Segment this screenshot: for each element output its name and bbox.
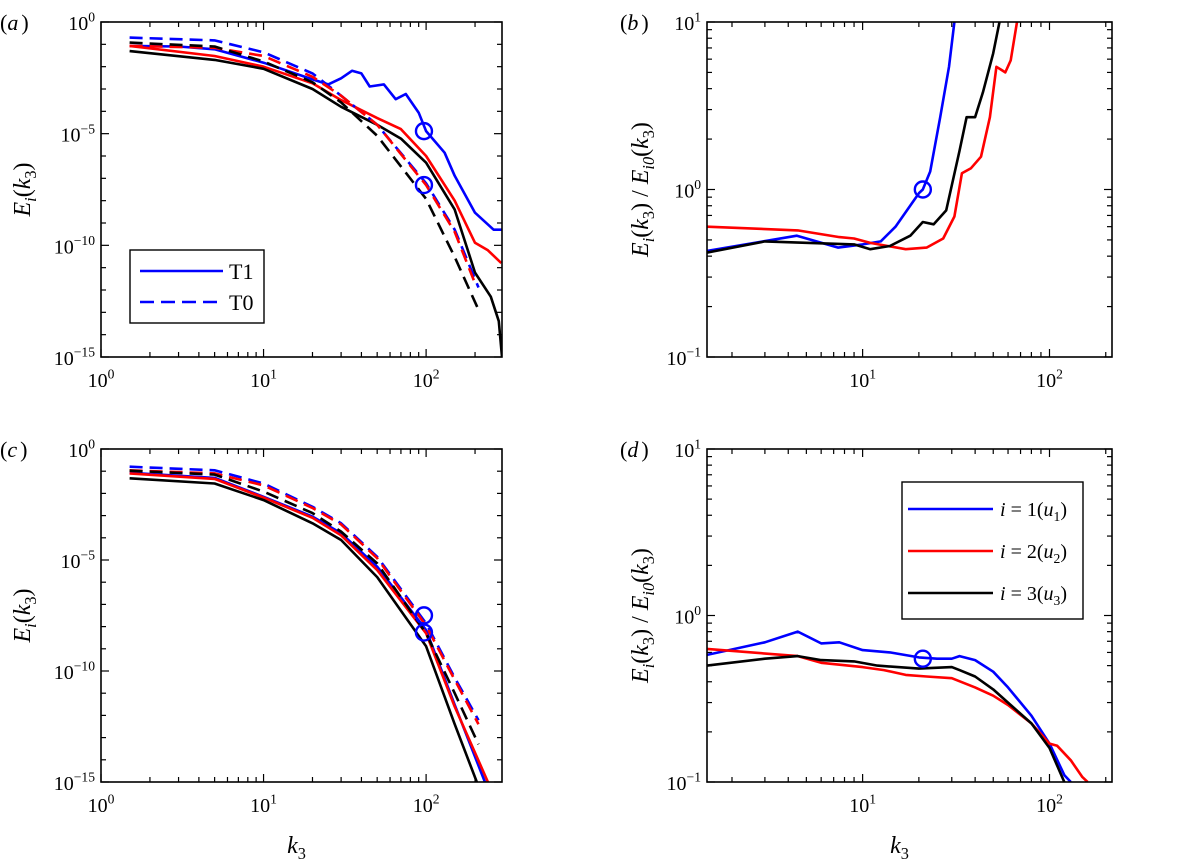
series-u3 xyxy=(707,22,1001,254)
series-u2 xyxy=(707,22,1019,251)
legend-label: i = 2(u2​) xyxy=(1000,541,1067,566)
x-tick-label: 100​ xyxy=(88,367,115,392)
y-tick-label: 100​ xyxy=(68,10,95,35)
series-u1-t1 xyxy=(129,471,487,782)
series-u1-t1 xyxy=(129,44,502,231)
y-tick-label: 10−5​ xyxy=(61,121,96,146)
series-u2-t0 xyxy=(129,469,480,725)
axes-frame xyxy=(706,21,1113,358)
series-u3-t1 xyxy=(129,477,479,782)
y-tick-label: 10−15​ xyxy=(54,770,95,795)
series-u3 xyxy=(707,654,1066,782)
series-u2-t0 xyxy=(129,44,477,284)
series-u1 xyxy=(707,22,956,253)
x-tick-label: 101​ xyxy=(849,367,876,392)
panel-label: (c) xyxy=(0,437,27,462)
x-tick-label: 102​ xyxy=(1036,367,1063,392)
x-tick-label: 100​ xyxy=(88,792,115,817)
series-group xyxy=(129,36,502,357)
series-group xyxy=(707,22,1019,254)
circle-marker xyxy=(414,623,434,642)
panel-c: 100​ 101​ 102​ 10−15​ 10−10​ 10−5​ 100​ (c) Ei​(… xyxy=(0,437,503,859)
legend-label: i = 1(u1​) xyxy=(1000,499,1067,524)
legend-label: T1 xyxy=(229,259,253,284)
panel-a: 100​ 101​ 102​ 10−15​ 10−10​ 10−5​ 100​ (a) Ei​(… xyxy=(0,10,503,392)
series-u2-t1 xyxy=(129,472,490,782)
y-tick-label: 100​ xyxy=(674,177,701,202)
legend-label: i = 3(u3​) xyxy=(1000,583,1067,608)
circle-marker xyxy=(414,121,434,141)
x-tick-label: 101​ xyxy=(250,367,277,392)
series-group xyxy=(129,465,490,782)
axes-frame xyxy=(706,448,1113,783)
x-axis-label: k3​ xyxy=(287,833,306,859)
series-u3-t0 xyxy=(129,41,480,311)
y-axis-label: Ei​(k3​) / Ei0​(k3​) xyxy=(628,548,658,684)
series-u2-t1 xyxy=(129,44,502,265)
y-tick-label: 101​ xyxy=(674,437,701,462)
axis-ticks xyxy=(707,21,1112,358)
x-tick-label: 101​ xyxy=(250,792,277,817)
y-axis-label: Ei​(k3​) xyxy=(10,162,40,217)
panel-label: (d) xyxy=(620,437,649,462)
panel-label: (b) xyxy=(620,10,649,35)
y-axis-label: Ei​(k3​) / Ei0​(k3​) xyxy=(628,122,658,258)
panel-label: (a) xyxy=(0,10,29,35)
x-tick-label: 102​ xyxy=(413,367,440,392)
series-group xyxy=(707,630,1089,782)
y-tick-label: 100​ xyxy=(674,603,701,628)
series-u2 xyxy=(707,647,1089,782)
x-tick-label: 102​ xyxy=(413,792,440,817)
y-axis-label: Ei​(k3​) xyxy=(10,588,40,643)
axis-ticks xyxy=(100,21,502,358)
panel-b: 101​ 102​ 10−1​ 100​ 101​ (b) Ei​(k3​) / Ei0​(… xyxy=(620,10,1113,392)
circle-marker xyxy=(913,180,933,199)
legend-label: T0 xyxy=(229,290,253,315)
legend: i = 1(u1​) i = 2(u2​) i = 3(u3​) xyxy=(901,481,1084,620)
y-tick-label: 10−1​ xyxy=(667,345,701,370)
y-tick-label: 10−5​ xyxy=(61,548,96,573)
circle-marker xyxy=(913,649,933,668)
axes-frame xyxy=(100,448,503,783)
y-tick-label: 10−10​ xyxy=(54,233,95,258)
axis-ticks xyxy=(100,448,502,783)
series-u3-t0 xyxy=(129,469,480,745)
x-tick-label: 101​ xyxy=(849,792,876,817)
panel-d: 101​ 102​ 10−1​ 100​ 101​ (d) Ei​(k3​) / Ei0​(… xyxy=(620,437,1113,859)
axes-frame xyxy=(100,21,503,358)
circle-marker xyxy=(414,175,434,195)
x-tick-label: 102​ xyxy=(1036,792,1063,817)
y-tick-label: 100​ xyxy=(68,437,95,462)
series-u3-t1 xyxy=(129,49,502,357)
x-axis-label: k3​ xyxy=(890,833,909,859)
y-tick-label: 101​ xyxy=(674,10,701,35)
y-tick-label: 10−15​ xyxy=(54,345,95,370)
series-u1 xyxy=(707,630,1072,782)
y-tick-label: 10−10​ xyxy=(54,659,95,684)
y-tick-label: 10−1​ xyxy=(667,770,701,795)
legend-box xyxy=(129,249,265,324)
